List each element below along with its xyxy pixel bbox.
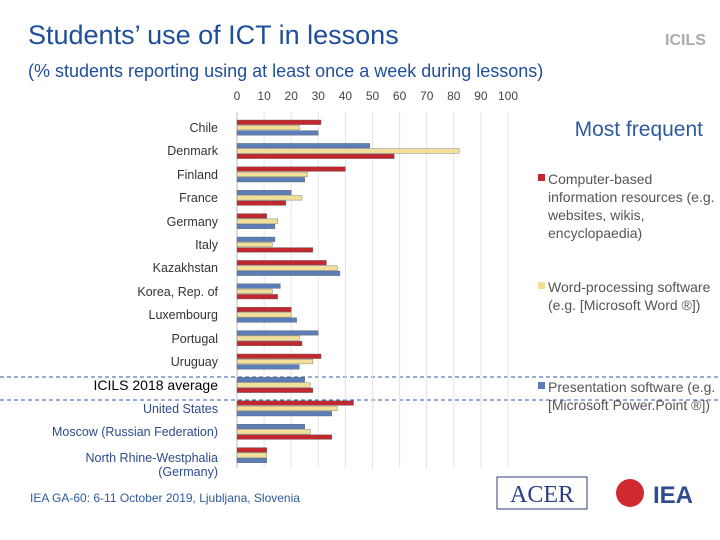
y-tick-label: Portugal (171, 331, 218, 346)
legend-swatch (538, 382, 545, 389)
logo-icon (616, 479, 644, 507)
x-tick-label: 20 (285, 89, 299, 103)
legend-swatch (538, 282, 545, 289)
bar (236, 377, 305, 383)
bar (236, 452, 268, 458)
x-tick-label: 70 (420, 89, 434, 103)
y-tick-label: ICILS 2018 average (93, 377, 218, 394)
logo: ACER (510, 482, 574, 508)
bar (236, 294, 278, 300)
legend-swatch (538, 174, 545, 181)
x-tick-label: 50 (366, 89, 380, 103)
bar (236, 405, 338, 411)
bar (236, 195, 303, 201)
y-tick-label: Korea, Rep. of (137, 284, 218, 299)
x-tick-label: 60 (393, 89, 407, 103)
x-tick-label: 30 (312, 89, 326, 103)
y-tick-label: United States (142, 401, 218, 416)
y-tick-label: Uruguay (170, 355, 218, 369)
bar (236, 125, 300, 131)
bar (236, 236, 276, 242)
bar (236, 171, 308, 177)
y-tick-label: Luxembourg (148, 308, 219, 323)
bar (236, 411, 333, 417)
bar (236, 177, 305, 183)
x-tick-label: 0 (234, 89, 241, 103)
bar (236, 153, 395, 159)
bar (236, 429, 311, 435)
y-tick-label: Italy (195, 238, 218, 252)
bar (236, 218, 278, 224)
y-tick-label: Finland (177, 167, 218, 182)
legend-entry: Presentation software (e.g. [Microsoft P… (538, 378, 720, 414)
logo-box (496, 476, 588, 510)
annotation: Most frequent (575, 118, 704, 141)
y-tick-label: France (179, 191, 218, 206)
bar (236, 242, 273, 248)
bar (236, 387, 314, 393)
bar (236, 330, 319, 336)
bar (236, 353, 322, 359)
x-tick-label: 10 (257, 89, 271, 103)
bar (236, 189, 292, 195)
bar (236, 148, 460, 154)
chart-title: Students’ use of ICT in lessons (28, 20, 399, 50)
y-tick-label: Moscow (Russian Federation) (51, 425, 218, 440)
bar (236, 382, 311, 388)
x-tick-label: 100 (498, 89, 518, 103)
bar (236, 341, 303, 347)
bar (236, 288, 273, 294)
bar (236, 447, 268, 453)
y-tick-label: Chile (189, 121, 219, 135)
bar (236, 400, 354, 406)
footer-text: IEA GA-60: 6-11 October 2019, Ljubljana,… (30, 491, 300, 505)
y-tick-label: North Rhine-Westphalia (Germany) (85, 450, 218, 479)
bar (236, 223, 276, 229)
y-tick-label: Germany (166, 214, 218, 229)
x-tick-label: 80 (447, 89, 461, 103)
bar (236, 265, 338, 271)
bar (236, 213, 268, 219)
bar (236, 364, 300, 370)
y-tick-label: Denmark (167, 144, 218, 159)
legend-entry: Computer-based information resources (e.… (538, 170, 720, 242)
x-tick-label: 90 (474, 89, 488, 103)
bar (236, 260, 327, 266)
bar (236, 130, 319, 136)
bar (236, 424, 305, 430)
bar (236, 143, 370, 149)
bar (236, 283, 281, 289)
y-tick-label: Kazakhstan (152, 261, 218, 276)
bar (236, 119, 322, 125)
bar (236, 247, 314, 253)
x-tick-label: 40 (339, 89, 353, 103)
bar (236, 458, 268, 464)
bar (236, 312, 292, 318)
bar (236, 434, 333, 440)
bar (236, 335, 300, 341)
legend-entry: Word-processing software (e.g. [Microsof… (538, 278, 720, 314)
logo: IEA (653, 482, 693, 509)
bar (236, 359, 314, 365)
bar (236, 307, 292, 313)
chart-subtitle: (% students reporting using at least onc… (28, 61, 543, 81)
logo: ICILS (665, 32, 706, 49)
bar (236, 166, 346, 172)
bar (236, 270, 341, 276)
bar (236, 317, 297, 323)
bar (236, 200, 286, 206)
